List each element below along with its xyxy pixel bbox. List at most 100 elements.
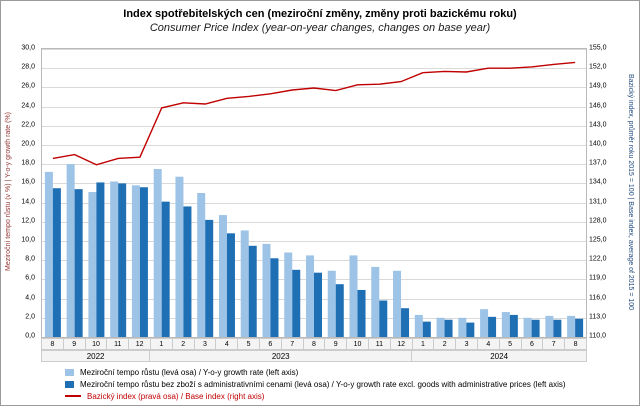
right-axis-title: Bazický index, průměr roku 2015 = 100 | …: [627, 73, 634, 311]
bar-growth-rate-excl-admin: [422, 321, 431, 337]
axis-tick-label: 16,0: [21, 178, 35, 186]
month-label: 8: [565, 338, 587, 350]
axis-tick-label: 155,0: [589, 44, 607, 52]
axis-tick-label: 110,0: [589, 332, 606, 340]
axis-tick-label: 8,0: [25, 255, 35, 263]
bar-growth-rate-excl-admin: [74, 189, 83, 337]
base-index-line: [52, 61, 576, 166]
bar-growth-rate-excl-admin: [379, 300, 388, 337]
month-label: 11: [368, 338, 391, 350]
month-label: 1: [150, 338, 173, 350]
chart-subtitle: Consumer Price Index (year-on-year chang…: [149, 22, 491, 34]
legend-marker-base-index: [65, 395, 81, 397]
legend-item-growth-rate: Meziroční tempo růstu (levá osa) / Y-o-y…: [65, 366, 566, 378]
bar-growth-rate-excl-admin: [553, 319, 562, 337]
bar-growth-rate: [88, 192, 97, 337]
x-axis-months: 8 9 10 11 12 1 2 3 4 5 6 7 8 9 10 11 12 1 2 3 4 5 6 7 8: [41, 338, 587, 350]
bar-growth-rate-excl-admin: [509, 314, 518, 337]
bar-growth-rate: [501, 312, 510, 337]
month-label: 12: [129, 338, 151, 350]
axis-tick-label: 12,0: [21, 217, 35, 225]
bar-growth-rate: [218, 215, 227, 337]
month-label: 11: [107, 338, 130, 350]
bar-growth-rate: [284, 252, 293, 337]
month-label: 4: [477, 338, 500, 350]
bar-growth-rate-excl-admin: [161, 201, 170, 337]
year-label: 2023: [150, 350, 413, 362]
month-label: 9: [63, 338, 86, 350]
bar-growth-rate: [197, 193, 206, 337]
month-label: 10: [347, 338, 369, 350]
axis-tick-label: 116,0: [589, 294, 606, 302]
bar-growth-rate-excl-admin: [226, 233, 235, 337]
legend-label-growth-rate-excl-admin: Meziroční tempo růstu bez zboží s admini…: [80, 379, 566, 389]
bar-growth-rate: [523, 317, 532, 337]
axis-tick-label: 125,0: [589, 236, 607, 244]
bar-growth-rate-excl-admin: [488, 316, 497, 337]
month-label: 6: [521, 338, 544, 350]
chart-svg: [42, 49, 586, 337]
bar-growth-rate: [371, 266, 380, 337]
bar-growth-rate: [153, 169, 162, 337]
axis-tick-label: 152,0: [589, 63, 607, 71]
axis-tick-label: 24,0: [21, 102, 35, 110]
axis-tick-label: 22,0: [21, 121, 35, 129]
month-label: 4: [216, 338, 239, 350]
bar-growth-rate: [414, 314, 423, 337]
bar-growth-rate: [131, 185, 140, 337]
right-axis-ticks: 110,0 113,0 116,0 119,0 122,0 125,0 128,0 131,0…: [589, 44, 623, 340]
month-label: 8: [303, 338, 326, 350]
x-axis-years: 2022 2023 2024: [41, 350, 587, 362]
bar-growth-rate-excl-admin: [401, 308, 410, 337]
axis-tick-label: 149,0: [589, 82, 607, 90]
bar-growth-rate-excl-admin: [270, 258, 279, 337]
bar-growth-rate: [327, 270, 336, 337]
month-label: 3: [456, 338, 478, 350]
legend: Meziroční tempo růstu (levá osa) / Y-o-y…: [65, 366, 566, 402]
bar-growth-rate: [110, 181, 119, 337]
plot-area: [41, 48, 587, 338]
axis-tick-label: 14,0: [21, 198, 35, 206]
bar-growth-rate: [262, 243, 271, 337]
month-label: 7: [281, 338, 304, 350]
left-axis-ticks: 0,0 2,0 4,0 6,0 8,0 10,0 12,0 14,0 16,0 18,0 20,0 2…: [1, 45, 38, 340]
axis-tick-label: 18,0: [21, 159, 35, 167]
axis-tick-label: 4,0: [25, 294, 35, 302]
bar-growth-rate-excl-admin: [52, 188, 61, 337]
axis-tick-label: 0,0: [25, 332, 35, 340]
month-label: 3: [194, 338, 217, 350]
bar-growth-rate-excl-admin: [183, 206, 192, 337]
legend-label-growth-rate: Meziroční tempo růstu (levá osa) / Y-o-y…: [80, 367, 299, 377]
legend-marker-growth-rate-excl-admin: [65, 380, 74, 388]
legend-item-growth-rate-excl-admin: Meziroční tempo růstu bez zboží s admini…: [65, 378, 566, 390]
bar-growth-rate: [567, 315, 576, 337]
axis-tick-label: 28,0: [21, 63, 35, 71]
bar-growth-rate: [393, 270, 402, 337]
axis-tick-label: 131,0: [589, 198, 607, 206]
axis-tick-label: 128,0: [589, 217, 607, 225]
bar-growth-rate: [480, 309, 489, 337]
axis-tick-label: 140,0: [589, 140, 607, 148]
month-label: 7: [543, 338, 566, 350]
month-label: 12: [390, 338, 413, 350]
month-label: 2: [434, 338, 457, 350]
month-label: 10: [85, 338, 108, 350]
axis-tick-label: 146,0: [589, 102, 607, 110]
axis-tick-label: 113,0: [589, 313, 606, 321]
axis-tick-label: 119,0: [589, 274, 606, 282]
legend-item-base-index: Bazický index (pravá osa) / Base index (…: [65, 390, 566, 402]
month-label: 8: [41, 338, 64, 350]
month-label: 1: [412, 338, 435, 350]
bar-growth-rate-excl-admin: [205, 219, 214, 337]
month-label: 5: [499, 338, 522, 350]
legend-marker-growth-rate: [65, 368, 74, 376]
bar-growth-rate-excl-admin: [314, 272, 322, 337]
axis-tick-label: 26,0: [21, 82, 35, 90]
year-label: 2022: [41, 350, 151, 362]
bar-growth-rate-excl-admin: [444, 319, 453, 337]
bar-growth-rate-excl-admin: [357, 289, 366, 337]
month-label: 5: [238, 338, 260, 350]
bar-growth-rate-excl-admin: [139, 187, 148, 337]
axis-tick-label: 134,0: [589, 178, 607, 186]
bar-growth-rate: [44, 171, 53, 337]
